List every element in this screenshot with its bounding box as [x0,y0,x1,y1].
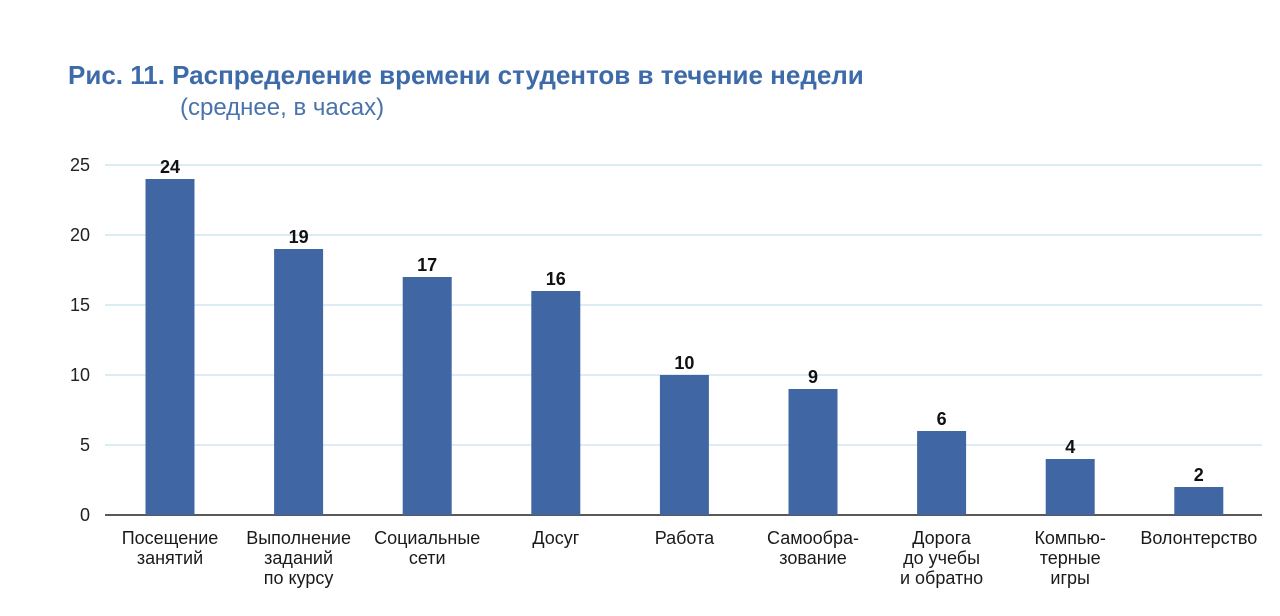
x-tick-label-line: заданий [264,548,333,568]
x-tick-label-line: Работа [655,528,715,548]
x-tick-label: Социальные сети [374,528,480,568]
bar [659,375,709,515]
x-tick-label: Дорога до учебы и обратно [900,528,983,588]
data-label: 6 [937,409,947,429]
data-label: 4 [1065,437,1075,457]
data-label: 17 [417,255,437,275]
x-tick-label: Волонтерство [1140,528,1257,548]
y-tick-label: 0 [80,505,90,525]
x-tick-label-line: Выполнение [246,528,351,548]
x-tick-label-line: игры [1050,568,1090,588]
chart-subtitle: (среднее, в часах) [180,94,385,121]
data-label: 2 [1194,465,1204,485]
x-tick-label-line: Посещение [122,528,219,548]
x-tick-label-line: Волонтерство [1140,528,1257,548]
x-tick-label: Посещение занятий [122,528,219,568]
y-tick-label: 5 [80,435,90,455]
x-tick-label-line: Самообра- [767,528,859,548]
y-tick-label: 25 [70,155,90,175]
data-label: 24 [160,157,180,177]
x-tick-label: Досуг [532,528,579,548]
x-tick-label-line: терные [1040,548,1101,568]
bar [274,249,324,515]
x-tick-label: Выполнение заданий по курсу [246,528,351,588]
x-tick-label: Компью-терные игры [1034,528,1106,588]
x-tick-label-line: Социальные [374,528,480,548]
x-tick-label-line: занятий [137,548,203,568]
y-tick-label: 15 [70,295,90,315]
bar [531,291,581,515]
x-tick-label-line: Дорога [912,528,972,548]
data-label: 16 [546,269,566,289]
data-label: 19 [289,227,309,247]
x-tick-label-line: по курсу [264,568,334,588]
bar [402,277,452,515]
x-tick-label-line: сети [409,548,446,568]
data-label: 9 [808,367,818,387]
x-tick-label-line: зование [779,548,846,568]
x-tick-label-line: Компью- [1034,528,1106,548]
x-tick-label: Самообра-зование [767,528,859,568]
bar [788,389,838,515]
x-tick-label-line: до учебы [903,548,980,568]
bar [917,431,967,515]
x-tick-label-line: и обратно [900,568,983,588]
x-tick-label-line: Досуг [532,528,579,548]
bar [1045,459,1095,515]
bar [145,179,195,515]
y-tick-label: 20 [70,225,90,245]
data-label: 10 [674,353,694,373]
x-tick-label: Работа [655,528,715,548]
y-tick-label: 10 [70,365,90,385]
chart-title: Рис. 11. Распределение времени студентов… [68,60,864,90]
bar [1174,487,1224,515]
